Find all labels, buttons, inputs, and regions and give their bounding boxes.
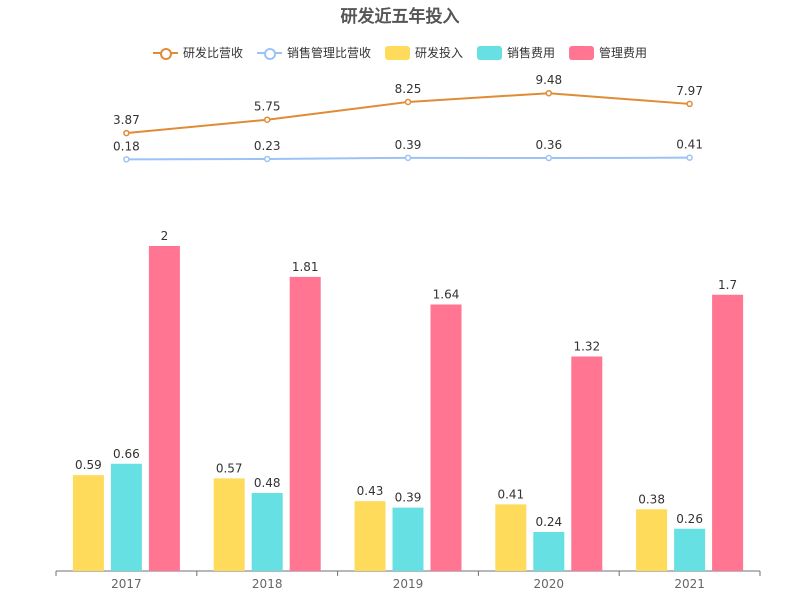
bar: [533, 532, 565, 571]
line-point: [686, 100, 693, 108]
legend-label: 研发投入: [414, 46, 463, 60]
bar-data-label: 0.24: [535, 515, 562, 529]
bar-data-label: 0.57: [216, 461, 243, 475]
legend-item[interactable]: 管理费用: [569, 44, 647, 61]
x-tick-label: 2017: [111, 577, 142, 591]
legend-label: 销售管理比营收: [286, 46, 371, 60]
line-data-label: 3.87: [113, 113, 140, 127]
x-tick-label: 2020: [534, 577, 565, 591]
bar-data-label: 2: [161, 229, 169, 243]
bar: [354, 501, 386, 571]
bar: [571, 356, 603, 571]
bar-data-label: 1.81: [292, 260, 319, 274]
legend-line-swatch: [256, 46, 282, 60]
bar: [289, 276, 321, 571]
line-data-label: 0.36: [535, 138, 562, 152]
legend-label: 管理费用: [599, 46, 648, 60]
legend-bar-swatch: [477, 45, 502, 60]
x-tick-label: 2019: [393, 577, 424, 591]
legend-item[interactable]: 研发投入: [384, 44, 463, 61]
bar-data-label: 0.38: [638, 492, 665, 506]
bar-data-label: 0.48: [254, 476, 281, 490]
line-data-label: 5.75: [254, 100, 281, 114]
bar-data-label: 1.32: [573, 340, 600, 354]
line-data-label: 0.41: [676, 138, 703, 152]
bar-data-label: 0.59: [75, 458, 102, 472]
bar: [430, 304, 462, 571]
bar-data-label: 0.43: [357, 484, 384, 498]
x-tick-label: 2021: [674, 577, 705, 591]
bar-data-label: 0.26: [676, 512, 703, 526]
line-point: [404, 154, 412, 162]
line-data-label: 9.48: [535, 73, 562, 87]
legend-item[interactable]: 销售费用: [477, 44, 555, 61]
bar: [110, 463, 142, 571]
legend-bar-swatch: [569, 45, 595, 60]
line-data-label: 8.25: [395, 82, 422, 96]
line-point: [263, 116, 271, 123]
bar: [213, 478, 245, 571]
line-data-label: 0.23: [254, 139, 281, 153]
line-point: [545, 154, 553, 162]
legend-item[interactable]: 研发比营收: [152, 44, 243, 61]
bar-data-label: 0.39: [395, 491, 422, 505]
legend[interactable]: 研发比营收 销售管理比营收 研发投入 销售费用 管理费用: [0, 44, 800, 61]
bar: [72, 475, 104, 571]
bar-data-label: 0.66: [113, 447, 140, 461]
line-point: [123, 129, 130, 137]
line-point: [404, 98, 412, 106]
legend-label: 研发比营收: [182, 46, 243, 60]
bar: [674, 528, 706, 571]
chart-title: 研发近五年投入: [340, 7, 460, 27]
bar-data-label: 1.64: [433, 288, 460, 302]
line-point: [263, 155, 271, 163]
bar: [495, 504, 527, 571]
line-data-label: 0.39: [395, 138, 422, 152]
line-point: [545, 89, 553, 97]
bar: [636, 509, 668, 571]
bar: [251, 493, 283, 571]
line-data-label: 0.18: [113, 139, 140, 153]
legend-item[interactable]: 销售管理比营收: [256, 44, 371, 61]
legend-label: 销售费用: [507, 46, 556, 60]
line-data-label: 7.97: [676, 84, 703, 98]
bar-data-label: 1.7: [718, 278, 737, 292]
legend-bar-swatch: [384, 45, 410, 60]
x-tick-label: 2018: [252, 577, 283, 591]
bar: [392, 507, 424, 571]
legend-line-swatch: [152, 46, 178, 60]
line-point: [123, 156, 130, 163]
bar: [148, 246, 180, 571]
line-point: [686, 154, 693, 161]
bar-data-label: 0.41: [497, 487, 524, 501]
bar: [712, 294, 744, 571]
